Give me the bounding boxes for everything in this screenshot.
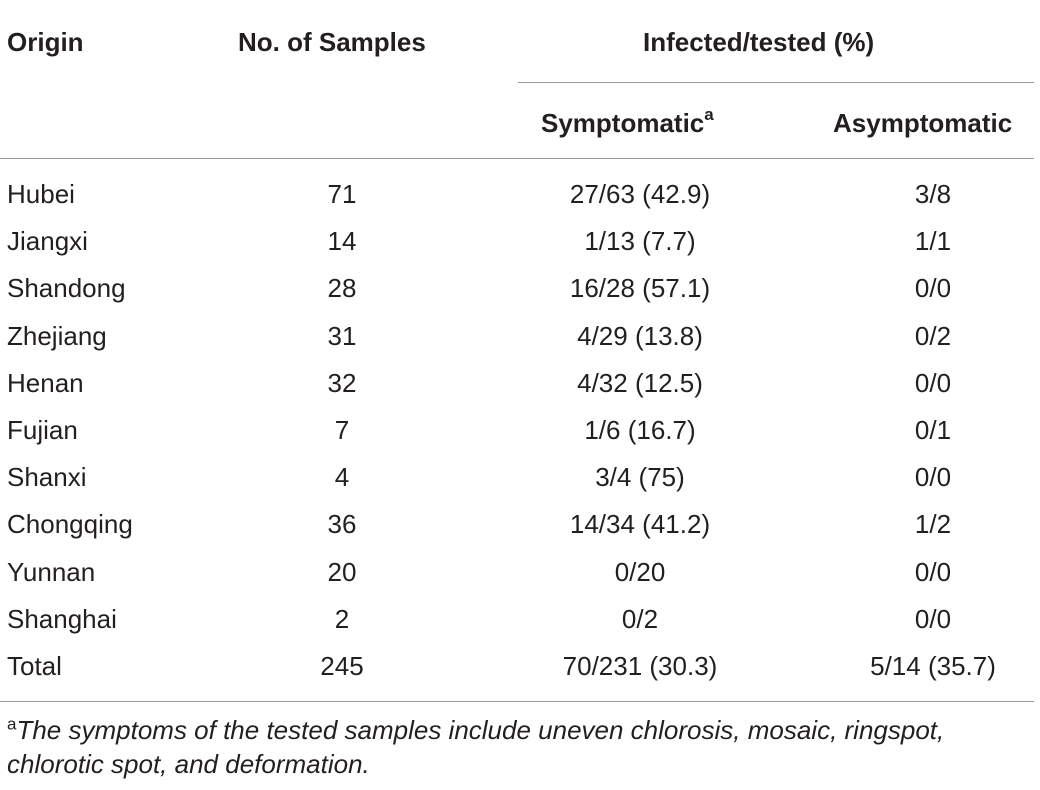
cell-symptomatic: 0/2	[621, 604, 659, 634]
cell-asymptomatic: 1/1	[914, 226, 952, 256]
cell-origin: Chongqing	[7, 509, 133, 539]
cell-samples: 2	[334, 604, 350, 634]
cell-origin: Shandong	[7, 273, 126, 303]
cell-samples: 4	[334, 462, 350, 492]
cell-samples: 36	[327, 509, 357, 539]
header-infected-tested: Infected/tested (%)	[643, 27, 875, 57]
cell-asymptomatic: 0/0	[914, 462, 952, 492]
cell-symptomatic: 16/28 (57.1)	[569, 273, 711, 303]
cell-samples: 28	[327, 273, 357, 303]
cell-samples: 32	[327, 368, 357, 398]
header-no-of-samples: No. of Samples	[238, 27, 426, 57]
cell-symptomatic: 0/20	[614, 557, 666, 587]
cell-symptomatic: 4/29 (13.8)	[577, 321, 703, 351]
cell-origin: Shanxi	[7, 462, 87, 492]
cell-symptomatic: 27/63 (42.9)	[569, 179, 711, 209]
cell-symptomatic: 14/34 (41.2)	[569, 509, 711, 539]
cell-asymptomatic: 3/8	[914, 179, 952, 209]
cell-symptomatic: 3/4 (75)	[595, 462, 685, 492]
cell-asymptomatic: 0/0	[914, 368, 952, 398]
cell-origin: Total	[7, 651, 62, 681]
cell-origin: Shanghai	[7, 604, 117, 634]
cell-samples: 31	[327, 321, 357, 351]
cell-samples: 14	[327, 226, 357, 256]
cell-symptomatic: 4/32 (12.5)	[577, 368, 703, 398]
cell-asymptomatic: 5/14 (35.7)	[870, 651, 996, 681]
cell-asymptomatic: 0/0	[914, 273, 952, 303]
footnote-text: The symptoms of the tested samples inclu…	[7, 715, 945, 779]
cell-symptomatic: 1/13 (7.7)	[584, 226, 696, 256]
cell-origin: Hubei	[7, 179, 75, 209]
cell-asymptomatic: 0/0	[914, 604, 952, 634]
table-bottom-rule	[0, 701, 1034, 702]
header-symptomatic-label: Symptomatic	[541, 108, 705, 138]
cell-origin: Jiangxi	[7, 226, 88, 256]
header-spanner-rule	[518, 82, 1034, 83]
cell-samples: 20	[327, 557, 357, 587]
header-symptomatic: Symptomatica	[541, 105, 714, 138]
cell-asymptomatic: 0/2	[914, 321, 952, 351]
cell-asymptomatic: 0/1	[914, 415, 952, 445]
cell-samples: 7	[334, 415, 350, 445]
cell-origin: Yunnan	[7, 557, 96, 587]
table-footnote: aThe symptoms of the tested samples incl…	[7, 713, 1037, 781]
header-asymptomatic: Asymptomatic	[833, 108, 1013, 138]
cell-symptomatic: 1/6 (16.7)	[584, 415, 696, 445]
header-origin: Origin	[7, 27, 84, 57]
header-bottom-rule	[0, 158, 1034, 159]
cell-symptomatic: 70/231 (30.3)	[562, 651, 718, 681]
cell-samples: 245	[320, 651, 364, 681]
cell-samples: 71	[327, 179, 357, 209]
footnote-marker-ref: a	[704, 105, 714, 125]
cell-asymptomatic: 0/0	[914, 557, 952, 587]
cell-asymptomatic: 1/2	[914, 509, 952, 539]
cell-origin: Henan	[7, 368, 84, 398]
cell-origin: Fujian	[7, 415, 78, 445]
cell-origin: Zhejiang	[7, 321, 107, 351]
footnote-marker: a	[7, 714, 17, 734]
